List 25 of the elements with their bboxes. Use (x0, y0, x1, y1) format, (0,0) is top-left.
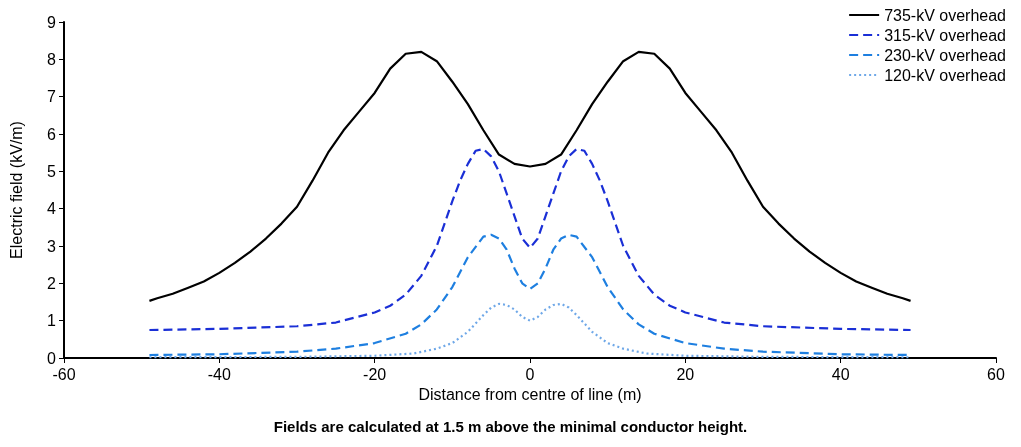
legend-label: 315-kV overhead (884, 26, 1006, 44)
x-tick-label: -40 (207, 365, 231, 383)
y-tick-label: 0 (47, 349, 57, 367)
y-tick-label: 8 (47, 50, 57, 68)
x-tick-label: 0 (525, 365, 535, 383)
x-tick-label: 60 (987, 365, 1005, 383)
x-tick-label: 20 (676, 365, 695, 383)
x-axis-title: Distance from centre of line (m) (418, 386, 642, 404)
x-tick-label: 40 (831, 365, 850, 383)
y-axis-title: Electric field (kV/m) (7, 121, 25, 259)
legend-label: 735-kV overhead (884, 6, 1006, 24)
legend-label: 230-kV overhead (884, 46, 1006, 64)
y-tick-label: 5 (47, 162, 57, 180)
y-tick-label: 2 (47, 274, 57, 292)
y-tick-label: 7 (47, 88, 57, 106)
y-tick-label: 6 (47, 125, 57, 143)
line-series (148, 147, 912, 332)
x-tick-label: -20 (363, 365, 387, 383)
legend-label: 120-kV overhead (884, 66, 1006, 84)
y-tick-label: 9 (47, 13, 57, 31)
x-tick-label: -60 (52, 365, 76, 383)
y-tick-label: 3 (47, 237, 57, 255)
text: Fields are calculated at 1.5 m above the minimal conductor height. (272, 418, 749, 435)
y-tick-label: 1 (47, 312, 57, 330)
y-tick-label: 4 (47, 200, 57, 218)
